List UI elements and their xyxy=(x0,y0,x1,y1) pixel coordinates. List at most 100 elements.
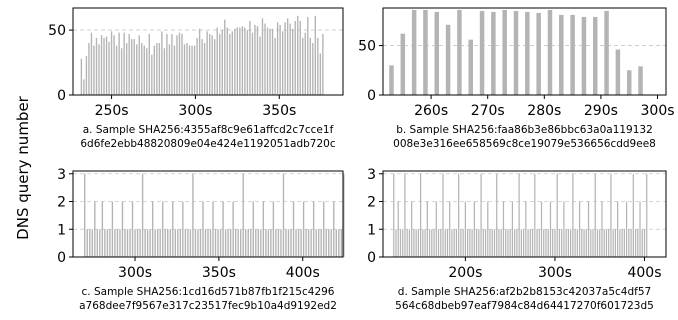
panel-c-bar-23 xyxy=(141,173,144,257)
panel-c-bar-54 xyxy=(219,229,222,257)
panel-c-ytick-label-2: 2 xyxy=(57,195,66,211)
panel-a-bar-51 xyxy=(208,33,211,95)
panel-c-bar-87 xyxy=(302,201,305,257)
panel-b-bar-15 xyxy=(559,14,564,96)
panel-a-bar-18 xyxy=(125,43,128,95)
panel-d-bar-39 xyxy=(480,173,482,257)
panel-c-bar-79 xyxy=(282,173,285,257)
panel-b-bar-14 xyxy=(547,9,553,96)
panel-a-xtick-label-2: 350s xyxy=(262,103,296,119)
panel-c-bar-6 xyxy=(99,229,101,257)
panel-c-bar-56 xyxy=(224,229,227,257)
panel-a-bar-3 xyxy=(88,43,90,95)
panel-c-bar-17 xyxy=(126,229,129,257)
panel-a-bar-2 xyxy=(85,56,88,95)
panel-c-bar-84 xyxy=(295,229,297,257)
panel-a-bar-86 xyxy=(297,15,299,95)
panel-c-bar-92 xyxy=(315,229,317,257)
panel-c-bar-70 xyxy=(260,229,262,257)
panel-c-bar-29 xyxy=(157,229,159,257)
panel-d-bar-104 xyxy=(625,201,628,257)
panel-d-bar-78 xyxy=(567,229,569,257)
panel-c-bar-103 xyxy=(343,173,345,257)
panel-c-bar-76 xyxy=(275,229,277,257)
panel-a-bar-47 xyxy=(198,28,201,96)
panel-a-bar-23 xyxy=(138,35,140,95)
panel-c-bar-90 xyxy=(310,229,312,257)
panel-c-bar-7 xyxy=(101,201,104,257)
panel-c-bar-15 xyxy=(121,201,124,257)
panel-b-ytick-label-0: 0 xyxy=(367,88,376,104)
panel-a-bar-42 xyxy=(186,43,188,95)
panel-d-bar-7 xyxy=(408,229,411,257)
panel-a-bar-32 xyxy=(161,31,163,95)
panel-d-bar-50 xyxy=(505,229,507,257)
panel-d-bar-17 xyxy=(431,229,433,257)
panel-d-bar-94 xyxy=(603,229,605,257)
panel-d-bar-88 xyxy=(590,229,592,257)
panel-d-bar-87 xyxy=(587,201,590,257)
panel-c-bar-74 xyxy=(270,229,272,257)
panel-c-bar-63 xyxy=(242,173,244,257)
panel-d-bar-41 xyxy=(484,229,487,257)
panel-a-bar-30 xyxy=(156,43,158,95)
panel-a-bar-68 xyxy=(251,32,254,95)
panel-b-xtick-label-2: 280s xyxy=(527,103,561,119)
panel-d-bar-66 xyxy=(540,201,543,257)
panel-a-bar-62 xyxy=(236,27,239,96)
panel-d-bar-40 xyxy=(482,229,484,257)
panel-d-bar-91 xyxy=(596,229,599,257)
panel-b-bar-11 xyxy=(513,10,519,95)
panel-d-bar-111 xyxy=(641,229,643,257)
panel-a-ytick-label-1: 50 xyxy=(48,23,66,39)
panel-d-bar-34 xyxy=(469,229,471,257)
panel-a-bar-55 xyxy=(219,33,221,95)
panel-b-bar-10 xyxy=(502,9,507,96)
panel-c-xtick-label-0: 300s xyxy=(118,265,152,281)
panel-c-bar-10 xyxy=(109,229,111,257)
panel-d-bar-43 xyxy=(489,229,491,257)
panel-d-ytick-label-0: 0 xyxy=(367,250,376,266)
panel-b-bar-18 xyxy=(593,16,598,95)
panel-d-bar-18 xyxy=(433,229,435,257)
panel-a-bar-52 xyxy=(211,35,213,95)
panel-c-xtick-label-1: 350s xyxy=(202,265,236,281)
panel-d-bar-113 xyxy=(646,173,648,257)
panel-d-ytick-label-2: 2 xyxy=(367,195,376,211)
panel-c-bar-65 xyxy=(247,229,249,257)
panel-d-xtick-label-0: 200s xyxy=(448,265,482,281)
panel-a-bar-65 xyxy=(244,27,246,96)
panel-d-bar-82 xyxy=(576,229,578,257)
panel-c-bar-4 xyxy=(94,201,96,257)
panel-b-ytick-label-1: 50 xyxy=(358,39,376,55)
panel-c-bar-69 xyxy=(257,229,259,257)
panel-a-bar-71 xyxy=(259,36,261,95)
panel-d-bar-84 xyxy=(581,229,583,257)
panel-d-bar-79 xyxy=(570,229,572,257)
panel-d-bar-68 xyxy=(545,229,547,257)
panel-c-bar-14 xyxy=(119,229,121,257)
panel-c-bar-18 xyxy=(129,229,131,257)
panel-c-bar-12 xyxy=(114,229,116,257)
panel-a-bar-58 xyxy=(226,27,228,96)
panel-d-bar-97 xyxy=(610,173,612,257)
panel-c-bar-38 xyxy=(179,229,182,257)
panel-b-bar-0 xyxy=(389,65,394,95)
panel-c-bar-58 xyxy=(229,229,232,257)
panel-c-bar-9 xyxy=(106,229,109,257)
panel-d-bar-70 xyxy=(549,201,552,257)
panel-d-bar-53 xyxy=(511,201,514,257)
panel-d-bar-20 xyxy=(437,229,440,257)
panel-a-bar-28 xyxy=(151,54,153,95)
panel-c-bar-48 xyxy=(204,229,207,257)
panel-d-bar-55 xyxy=(516,229,518,257)
panel-a-bar-40 xyxy=(181,33,183,95)
panel-c-bar-80 xyxy=(285,229,287,257)
panel-c-xtick-label-2: 400s xyxy=(286,265,320,281)
panel-d-bar-71 xyxy=(552,229,554,257)
panel-d-bar-0 xyxy=(393,173,395,257)
panel-c-bar-77 xyxy=(277,229,280,257)
panel-a-bar-25 xyxy=(143,45,145,95)
panel-a-bar-34 xyxy=(166,33,168,95)
panel-d-bar-110 xyxy=(639,201,641,257)
